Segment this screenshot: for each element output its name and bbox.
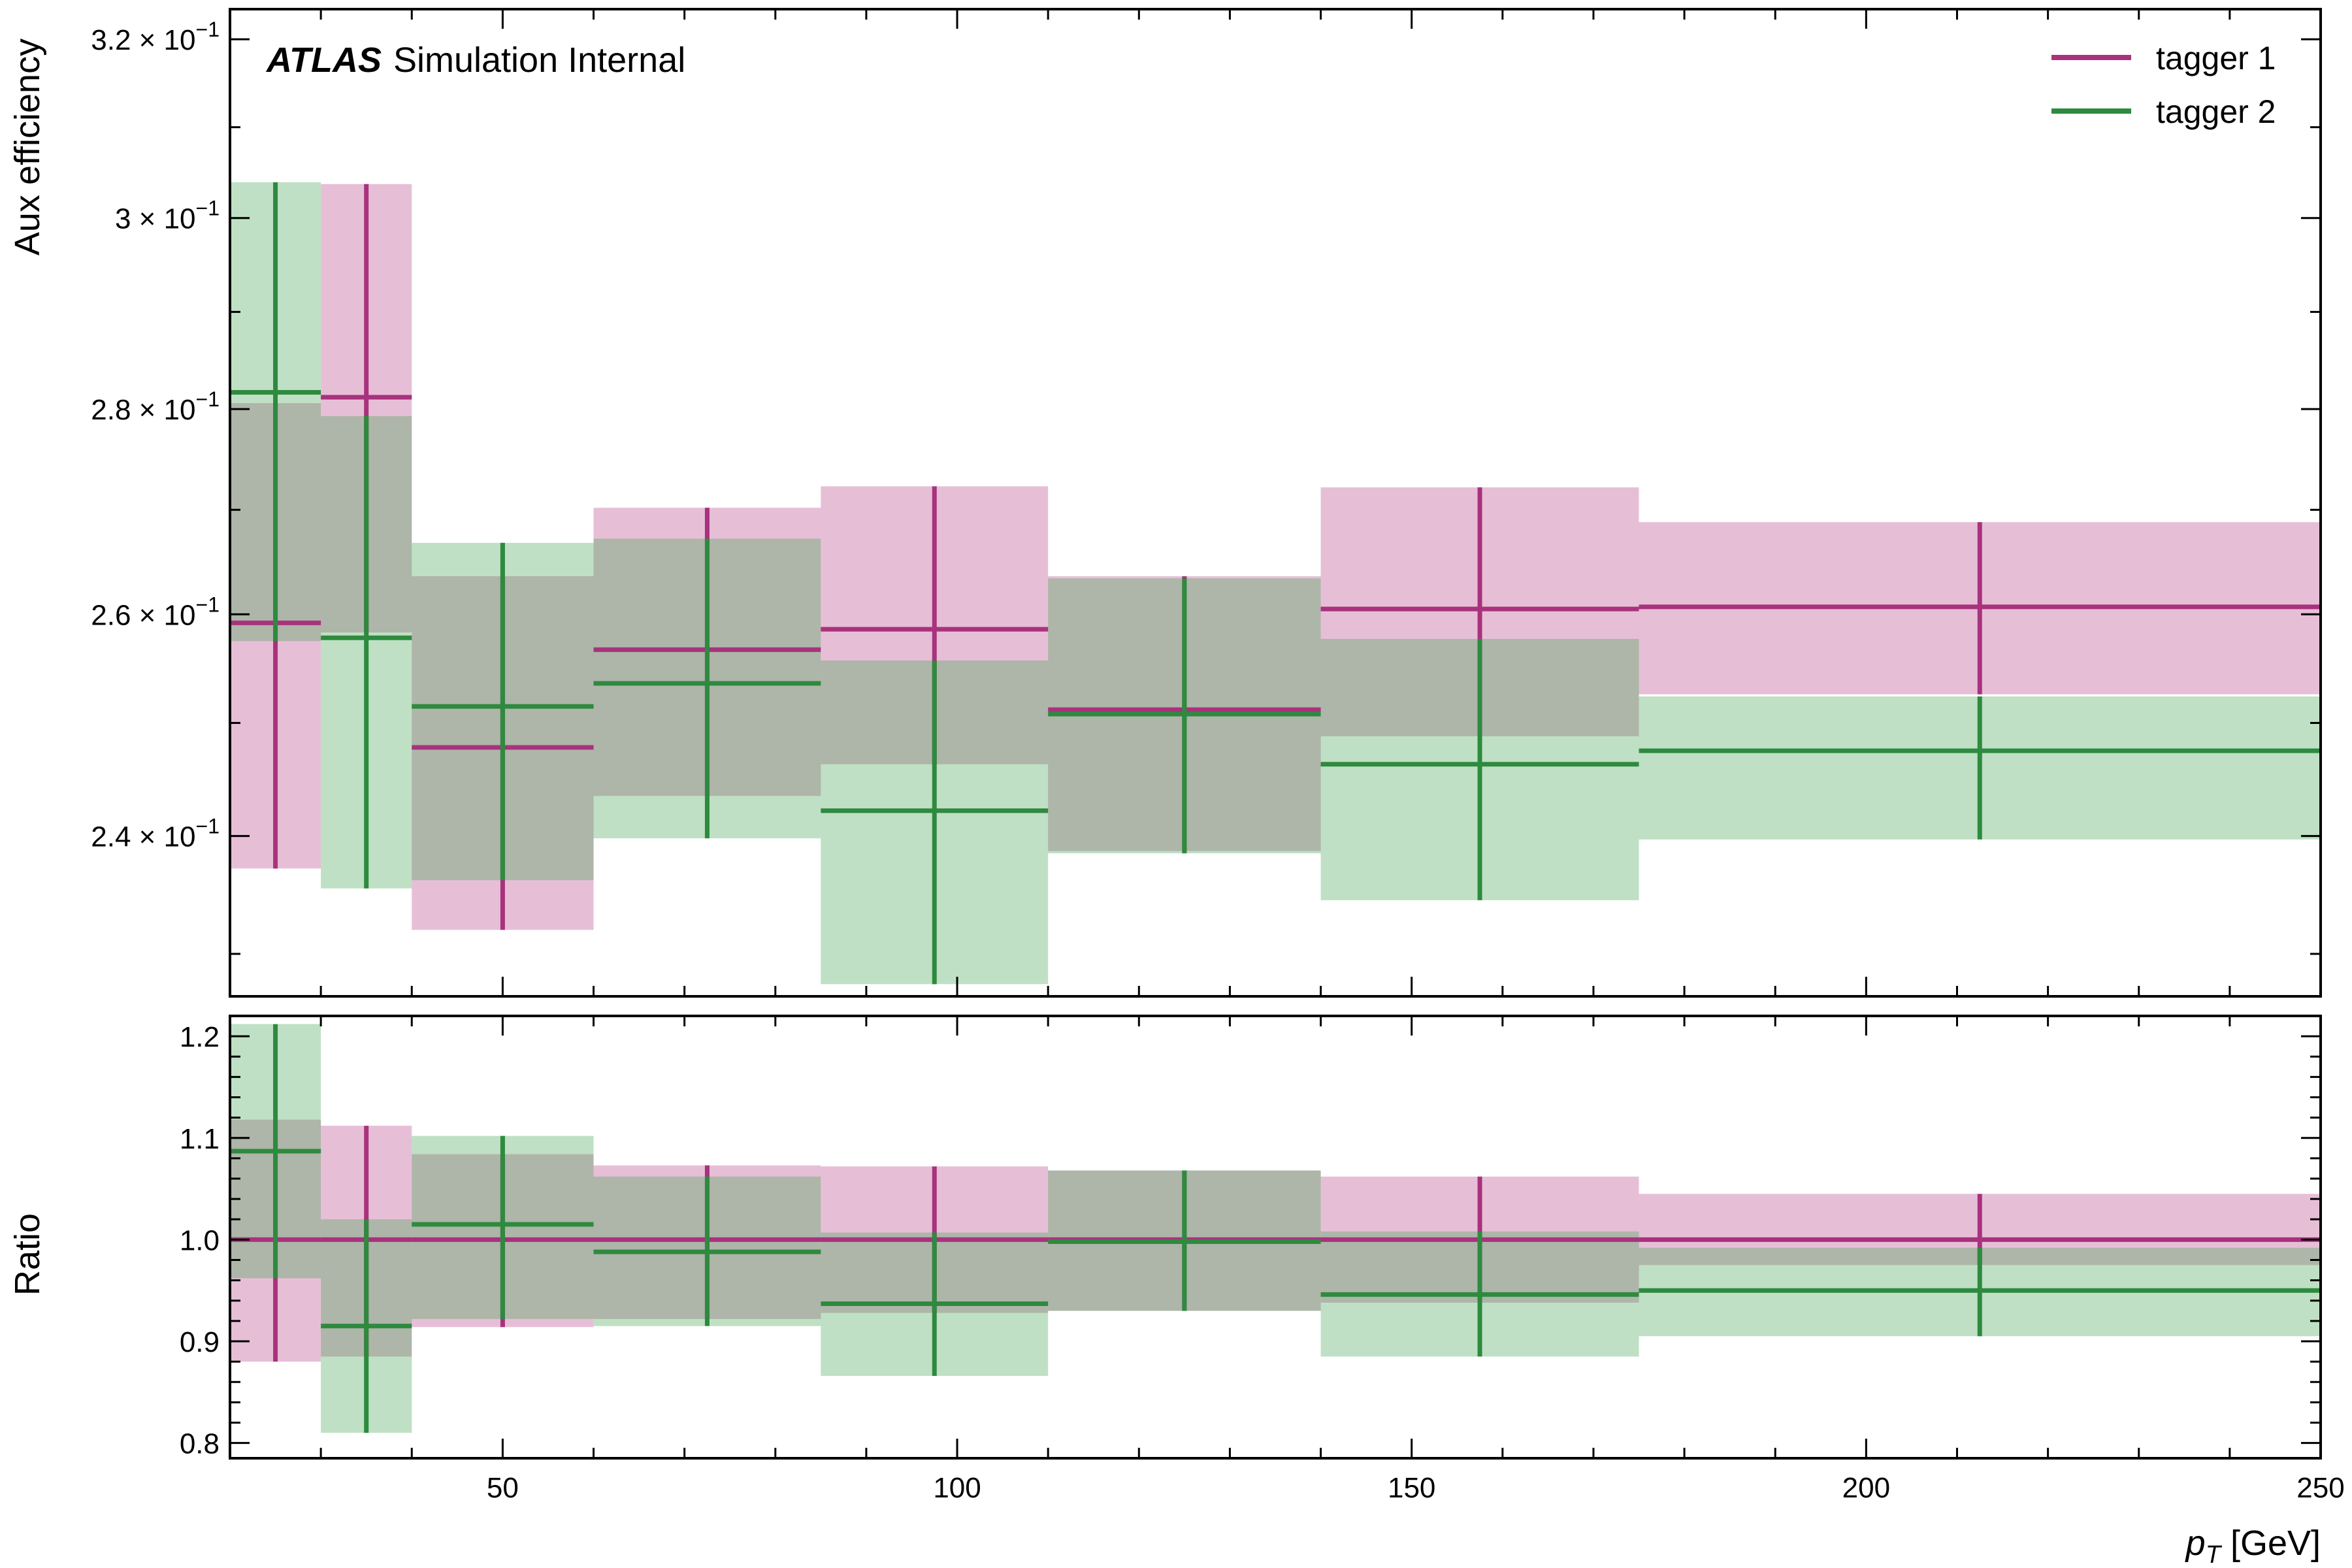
top-y-tick-exponent-3: −1 xyxy=(196,197,220,220)
top-y-tick-label-4: 3.2 × 10−1 xyxy=(91,18,220,56)
ratio-panel-frame xyxy=(229,1015,2322,1460)
x-tick-label-250: 250 xyxy=(2296,1472,2344,1504)
top-y-tick-mantissa-1: 2.6 × 10 xyxy=(91,599,195,631)
top-y-tick-label-3: 3 × 10−1 xyxy=(115,197,220,235)
ratio-panel-bands xyxy=(230,1024,2321,1433)
ratio-y-tick-label-1: 0.9 xyxy=(180,1326,220,1358)
legend-label-0: tagger 1 xyxy=(2156,40,2276,76)
x-axis-unit: [GeV] xyxy=(2221,1524,2321,1563)
x-axis-title: pT [GeV] xyxy=(2185,1524,2321,1568)
legend-label-1: tagger 2 xyxy=(2156,93,2276,130)
top-panel-bands xyxy=(230,182,2321,985)
top-y-axis-title: Aux efficiency xyxy=(8,39,47,255)
top-y-tick-exponent-2: −1 xyxy=(196,387,220,411)
top-y-tick-label-2: 2.8 × 10−1 xyxy=(91,387,220,426)
top-y-tick-mantissa-0: 2.4 × 10 xyxy=(91,821,195,853)
atlas-label: ATLAS Simulation Internal xyxy=(265,41,685,80)
top-panel-marks xyxy=(230,182,2321,985)
x-tick-label-50: 50 xyxy=(487,1472,519,1504)
ratio-y-tick-label-2: 1.0 xyxy=(180,1224,220,1256)
top-y-tick-exponent-1: −1 xyxy=(196,593,220,616)
x-tick-label-150: 150 xyxy=(1388,1472,1435,1504)
legend: tagger 1 tagger 2 xyxy=(2051,40,2276,130)
top-y-tick-mantissa-3: 3 × 10 xyxy=(115,203,196,235)
top-y-tick-mantissa-2: 2.8 × 10 xyxy=(91,394,195,426)
ratio-panel-marks xyxy=(230,1024,2321,1433)
x-axis-var: p xyxy=(2185,1524,2206,1563)
top-y-tick-exponent-4: −1 xyxy=(196,18,220,41)
atlas-sublabel: Simulation Internal xyxy=(393,41,685,80)
atlas-experiment: ATLAS xyxy=(265,41,382,80)
ratio-y-tick-label-3: 1.1 xyxy=(180,1123,220,1155)
ratio-y-tick-label-4: 1.2 xyxy=(180,1021,220,1053)
top-panel-frame xyxy=(229,8,2322,998)
x-tick-label-100: 100 xyxy=(933,1472,981,1504)
x-tick-label-200: 200 xyxy=(1842,1472,1890,1504)
x-axis-sub: T xyxy=(2206,1541,2223,1568)
top-y-tick-label-0: 2.4 × 10−1 xyxy=(91,815,220,853)
top-y-tick-label-1: 2.6 × 10−1 xyxy=(91,593,220,631)
ratio-y-tick-label-0: 0.8 xyxy=(180,1428,220,1460)
ratio-y-axis-title: Ratio xyxy=(8,1213,47,1296)
top-y-tick-exponent-0: −1 xyxy=(196,815,220,838)
top-y-tick-mantissa-4: 3.2 × 10 xyxy=(91,24,195,56)
